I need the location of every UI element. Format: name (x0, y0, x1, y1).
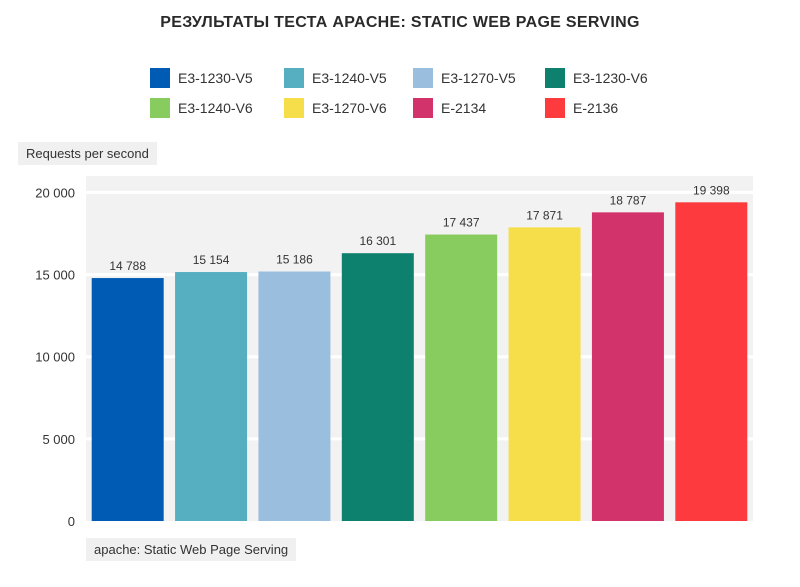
bar (425, 234, 498, 521)
legend-label: E-2134 (441, 100, 487, 116)
y-tick-label: 20 000 (35, 185, 75, 200)
legend-label: E3-1230-V5 (178, 70, 253, 86)
legend-item[interactable]: E-2134 (413, 98, 486, 118)
legend-swatch (545, 98, 565, 118)
legend-label: E3-1230-V6 (573, 70, 648, 86)
bar (341, 253, 414, 521)
y-axis-label: Requests per second (18, 142, 157, 165)
data-label: 17 437 (443, 216, 480, 230)
bar (675, 202, 748, 521)
data-label: 15 186 (276, 253, 313, 267)
data-label: 18 787 (610, 193, 647, 207)
legend-item[interactable]: E3-1230-V6 (545, 68, 648, 88)
data-label: 16 301 (359, 234, 396, 248)
legend-item[interactable]: E3-1270-V5 (413, 68, 516, 88)
data-label: 15 154 (193, 253, 230, 267)
legend-label: E3-1240-V5 (312, 70, 387, 86)
y-tick-label: 0 (68, 514, 75, 529)
legend-item[interactable]: E3-1270-V6 (284, 98, 387, 118)
legend-label: E3-1240-V6 (178, 100, 253, 116)
legend-swatch (413, 68, 433, 88)
data-label: 19 398 (693, 183, 730, 197)
legend-swatch (545, 68, 565, 88)
bar (175, 272, 248, 521)
y-tick-label: 5 000 (42, 432, 75, 447)
legend-item[interactable]: E-2136 (545, 98, 618, 118)
data-label: 17 871 (526, 208, 563, 222)
x-axis-label: apache: Static Web Page Serving (86, 538, 297, 561)
bar (258, 271, 331, 521)
data-label: 14 788 (109, 259, 146, 273)
chart-title: РЕЗУЛЬТАТЫ ТЕСТА APACHE: STATIC WEB PAGE… (160, 14, 640, 31)
legend-label: E-2136 (573, 100, 619, 116)
legend-item[interactable]: E3-1230-V5 (150, 68, 253, 88)
legend-swatch (150, 98, 170, 118)
y-tick-label: 10 000 (35, 350, 75, 365)
legend-item[interactable]: E3-1240-V5 (284, 68, 387, 88)
y-tick-label: 15 000 (35, 268, 75, 283)
bar (508, 227, 581, 521)
legend-label: E3-1270-V5 (441, 70, 516, 86)
legend-swatch (284, 98, 304, 118)
legend-label: E3-1270-V6 (312, 100, 387, 116)
bar (91, 278, 164, 521)
legend-swatch (413, 98, 433, 118)
legend-item[interactable]: E3-1240-V6 (150, 98, 253, 118)
bar (591, 212, 664, 521)
legend-swatch (284, 68, 304, 88)
legend-swatch (150, 68, 170, 88)
